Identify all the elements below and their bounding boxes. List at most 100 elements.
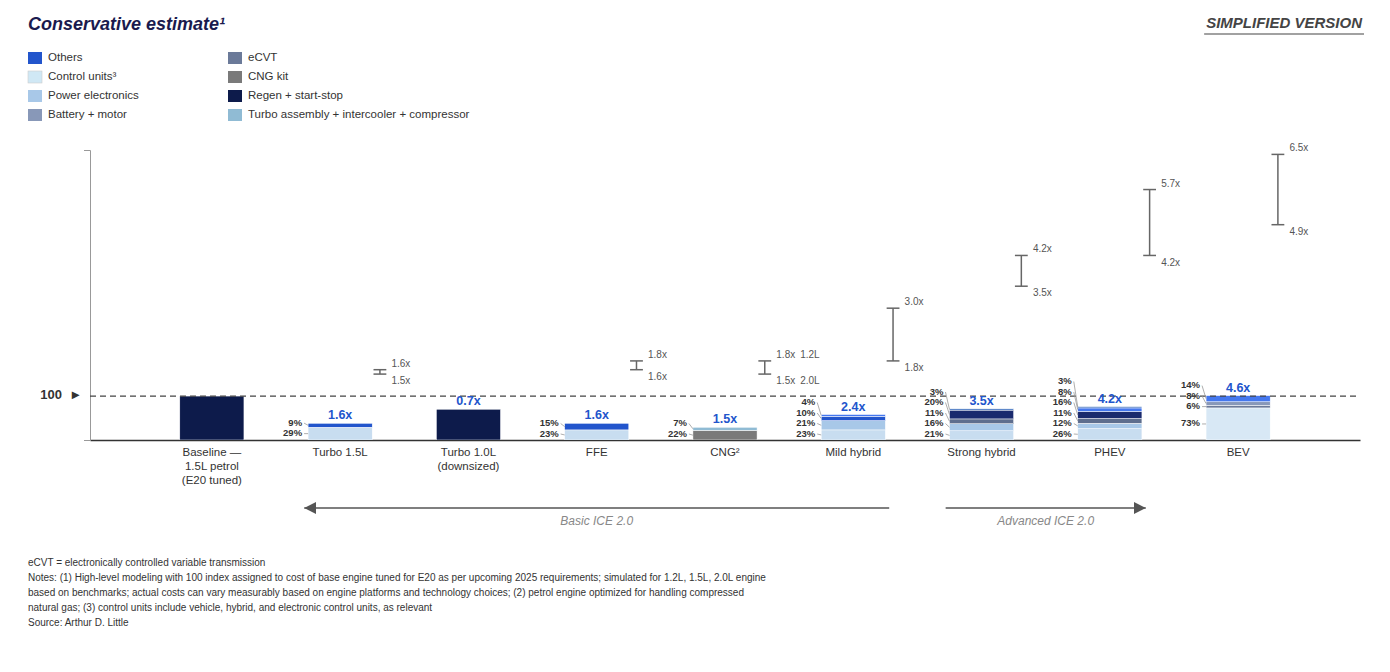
index-label: 4.6x (1226, 381, 1250, 395)
range-bar (1015, 255, 1028, 286)
bar-stack (180, 396, 244, 440)
bar-segment (949, 431, 1013, 440)
reference-label: 100 ► (40, 387, 82, 402)
x-tick: Mild hybrid (825, 440, 881, 458)
bar-segment (1206, 402, 1270, 406)
x-tick-label-line: CNG² (710, 446, 740, 458)
x-tick: Baseline —1.5L petrol(E20 tuned) (182, 440, 242, 486)
segment-label: 26% (1053, 428, 1073, 439)
note-line: based on benchmarks; actual costs can va… (28, 587, 744, 598)
range-cap-low (374, 373, 387, 375)
segment-label: 21% (924, 428, 944, 439)
bar-segment (1078, 408, 1142, 412)
legend-label: Control units³ (48, 70, 117, 82)
x-tick-label: Baseline —1.5L petrol(E20 tuned) (182, 446, 242, 486)
segment-label: 15% (540, 417, 560, 428)
x-axis: Baseline —1.5L petrol(E20 tuned) Turbo 1.… (91, 440, 1361, 486)
x-tick-label-line: Mild hybrid (825, 446, 881, 458)
label-leader (304, 433, 308, 434)
x-tick-label: BEV (1227, 446, 1250, 458)
segment-label: 16% (1053, 396, 1073, 407)
range-cap-high (374, 369, 387, 371)
range-high-note: 1.2L (800, 349, 820, 360)
range-high-label: 3.0x (905, 296, 924, 307)
index-label: 4.2x (1098, 392, 1122, 406)
legend-swatch (28, 52, 42, 64)
labels: 29%9%1.6x0.7x23%15%1.6x22%7%1.5x23%21%10… (40, 142, 1308, 438)
x-tick-label-line: (downsized) (437, 460, 499, 472)
index-label: 1.6x (328, 408, 352, 422)
segment-label: 22% (668, 428, 688, 439)
range-cap-low (1015, 285, 1028, 287)
x-tick-label-line: Turbo 1.5L (313, 446, 369, 458)
span-label: Basic ICE 2.0 (560, 514, 633, 528)
bar-segment (693, 427, 757, 430)
bar-segment (180, 396, 244, 440)
label-leader (1202, 406, 1206, 407)
bar-segment (949, 419, 1013, 424)
segment-label: 8% (1186, 390, 1200, 401)
range-stem (764, 361, 766, 374)
segment-label: 20% (924, 396, 944, 407)
label-leader (561, 434, 565, 436)
index-label: 2.4x (841, 400, 865, 414)
x-tick-label: FFE (586, 446, 608, 458)
index-label: 1.5x (713, 412, 737, 426)
bar-stack (436, 409, 500, 440)
bar-stack (565, 423, 629, 440)
range-high-label: 6.5x (1289, 142, 1308, 153)
x-tick-label-line: 1.5L petrol (185, 460, 239, 472)
range-bar (1143, 190, 1156, 256)
legend-label: Power electronics (48, 89, 139, 101)
legend-swatch (28, 90, 42, 102)
range-low-label: 1.5x (776, 375, 795, 386)
range-high-label: 1.6x (391, 358, 410, 369)
label-leader (817, 403, 821, 416)
x-tick: CNG² (710, 440, 740, 458)
bar-segment (308, 423, 372, 427)
reference-line (90, 395, 1360, 396)
segment-label: 16% (924, 417, 944, 428)
segment-label: 10% (796, 407, 816, 418)
segment-label: 6% (1186, 400, 1200, 411)
segment-label: 21% (796, 417, 816, 428)
legend-swatch (28, 71, 42, 83)
range-cap-low (1143, 255, 1156, 257)
range-stem (636, 361, 638, 370)
x-tick-label: Turbo 1.5L (313, 446, 369, 458)
range-bar (630, 361, 643, 370)
legend-label: CNG kit (248, 70, 289, 82)
x-tick-label-line: Turbo 1.0L (441, 446, 497, 458)
label-leader (945, 392, 949, 409)
range-cap-low (1271, 224, 1284, 226)
x-tick-label-line: PHEV (1094, 446, 1126, 458)
x-tick: Strong hybrid (947, 440, 1015, 458)
note-line: natural gas; (3) control units include v… (28, 602, 432, 613)
span-label: Advanced ICE 2.0 (996, 514, 1094, 528)
range-high-label: 1.8x (648, 349, 667, 360)
label-leader (1202, 386, 1206, 399)
segment-label: 8% (1058, 386, 1072, 397)
segment-label: 4% (801, 396, 815, 407)
legend-swatch (228, 71, 242, 83)
bar-stack (308, 423, 372, 440)
segment-label: 11% (1053, 407, 1072, 418)
segment-label: 11% (925, 407, 944, 418)
bar-segment (436, 409, 500, 440)
segment-label: 3% (930, 386, 944, 397)
bar-segment (949, 424, 1013, 431)
x-tick-label-line: FFE (586, 446, 608, 458)
plot-area (90, 154, 1360, 440)
range-cap-high (758, 360, 771, 362)
segment-label: 3% (1058, 375, 1072, 386)
range-bar (758, 361, 771, 374)
bar-segment (821, 416, 885, 420)
bar-segment (1078, 411, 1142, 418)
index-label: 3.5x (969, 394, 993, 408)
chart-svg: Conservative estimate¹SIMPLIFIED VERSION… (0, 0, 1390, 672)
label-leader (945, 413, 949, 421)
label-leader (1074, 434, 1078, 435)
note-line: Notes: (1) High-level modeling with 100 … (28, 572, 766, 583)
x-tick: FFE (586, 440, 608, 458)
range-stem (1149, 190, 1151, 256)
